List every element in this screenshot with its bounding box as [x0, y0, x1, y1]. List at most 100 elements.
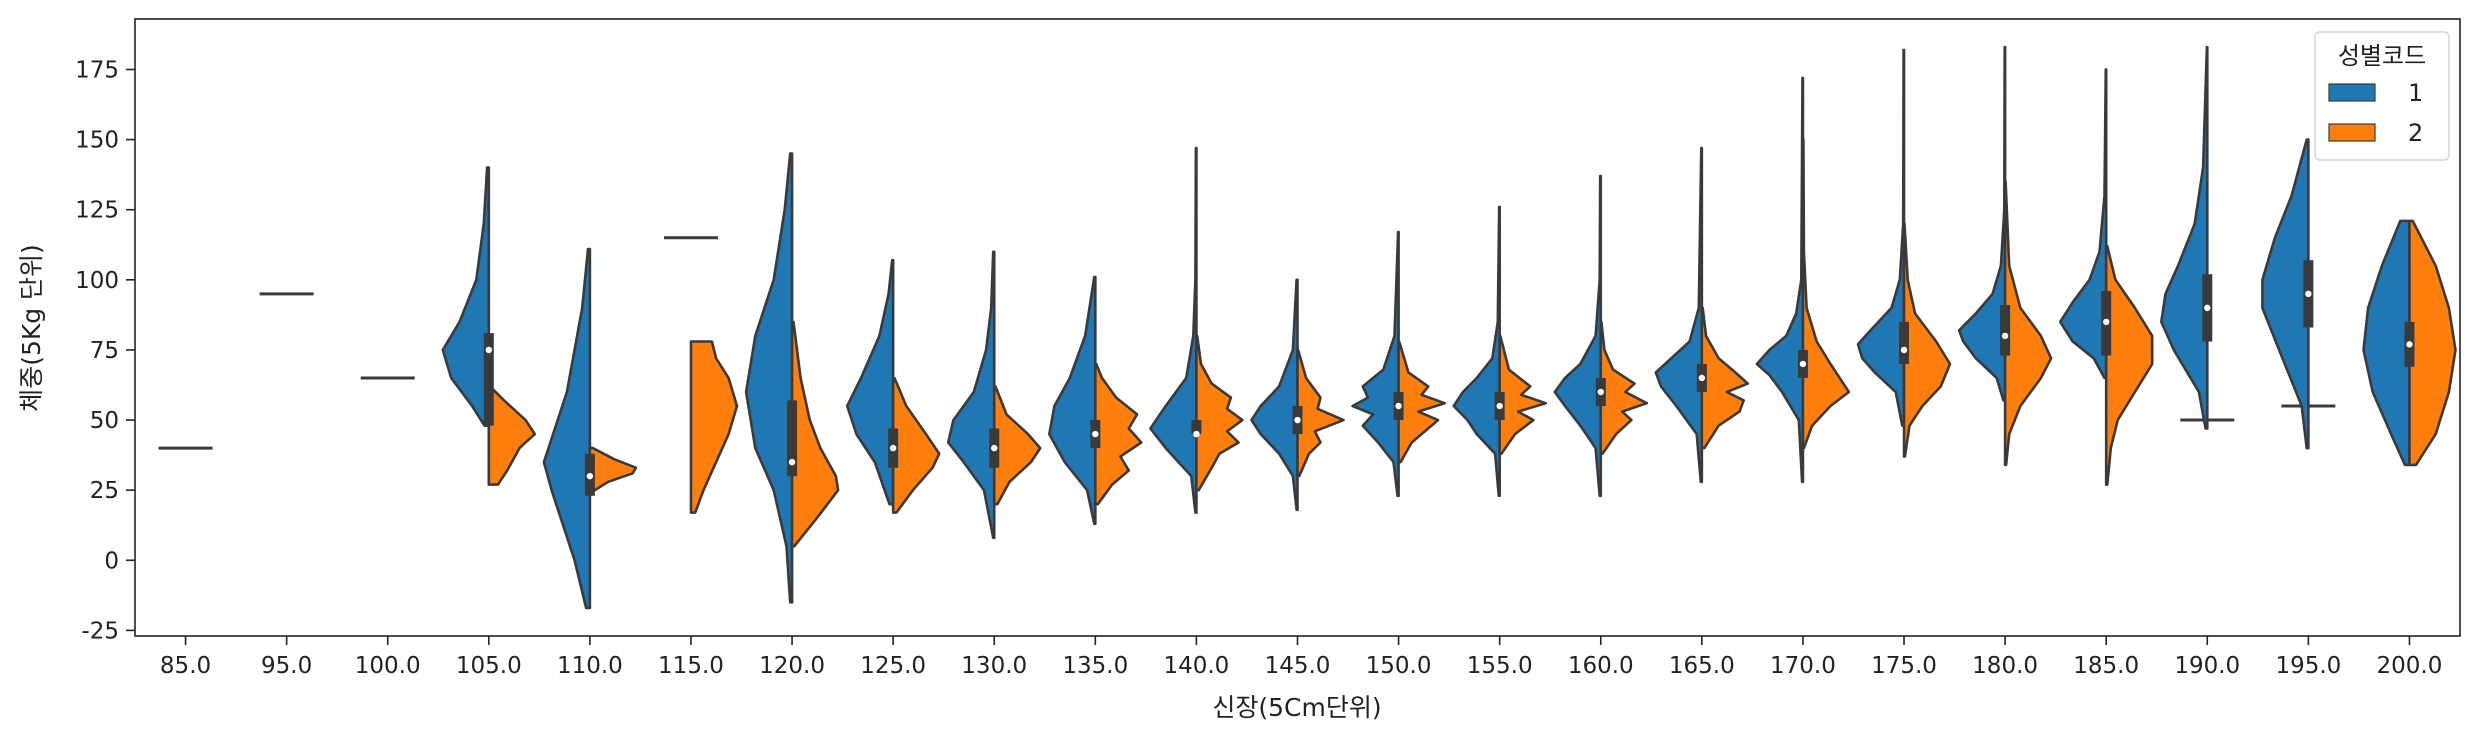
- box-iqr: [2000, 305, 2011, 356]
- median-point: [2406, 341, 2413, 348]
- x-tick-label: 120.0: [759, 653, 825, 679]
- violin-half-series-2: [588, 446, 638, 492]
- x-tick-label: 160.0: [1568, 653, 1634, 679]
- median-point: [2001, 332, 2009, 340]
- x-tick-label: 105.0: [456, 653, 522, 679]
- violin-125.0: [845, 258, 941, 514]
- x-tick-label: 150.0: [1366, 653, 1432, 679]
- violin-half-series-2: [1195, 334, 1244, 492]
- x-tick-label: 180.0: [1972, 653, 2038, 679]
- x-axis-title: 신장(5Cm단위): [1212, 693, 1381, 722]
- median-point: [788, 458, 796, 466]
- box-iqr: [787, 400, 798, 477]
- median-point: [1496, 402, 1503, 410]
- median-point: [1395, 402, 1402, 410]
- violin-160.0: [1553, 174, 1649, 498]
- violin-half-series-2: [1801, 138, 1851, 450]
- violin-175.0: [1856, 48, 1952, 458]
- x-tick-label: 100.0: [355, 653, 421, 679]
- legend-label-2: 2: [2408, 119, 2423, 147]
- violin-half-series-1: [2160, 45, 2209, 430]
- violin-half-series-1: [441, 166, 491, 427]
- x-tick-label: 190.0: [2174, 653, 2240, 679]
- y-tick-label: 100: [75, 268, 119, 294]
- x-tick-label: 110.0: [557, 653, 623, 679]
- violin-half-series-1: [1957, 45, 2007, 402]
- x-tick-label: 130.0: [961, 653, 1027, 679]
- y-tick-label: 150: [75, 128, 119, 154]
- median-point: [1092, 430, 1099, 438]
- y-axis: -25 0 25 50 75 100 125 150 175: [75, 57, 135, 644]
- violin-half-series-1: [542, 247, 592, 610]
- violin-180.0: [1957, 45, 2053, 467]
- violin-145.0: [1250, 278, 1345, 512]
- legend-label-1: 1: [2408, 79, 2423, 107]
- violin-half-series-2: [689, 340, 739, 514]
- violin-half-series-1: [845, 258, 895, 506]
- median-point: [889, 444, 897, 452]
- violin-half-series-2: [1700, 306, 1750, 450]
- violin-half-series-2: [2003, 180, 2053, 467]
- median-point: [2305, 290, 2312, 298]
- x-tick-label: 175.0: [1871, 653, 1937, 679]
- median-point: [1597, 388, 1604, 396]
- median-point: [1799, 360, 1807, 368]
- y-tick-label: 50: [90, 408, 119, 434]
- violin-half-series-2: [992, 385, 1042, 506]
- box-iqr: [1191, 420, 1202, 435]
- median-point: [1294, 416, 1301, 424]
- violin-170.0: [1755, 76, 1851, 484]
- median-point: [586, 472, 594, 480]
- violin-half-series-1: [744, 152, 794, 604]
- x-tick-label: 145.0: [1265, 653, 1331, 679]
- x-tick-label: 200.0: [2377, 653, 2443, 679]
- violin-200.0: [2362, 219, 2457, 467]
- violin-130.0: [946, 250, 1042, 540]
- x-tick-label: 125.0: [860, 653, 926, 679]
- violin-135.0: [1048, 275, 1143, 526]
- box-iqr: [483, 333, 494, 426]
- violin-half-series-1: [1048, 275, 1097, 526]
- y-tick-label: 75: [90, 338, 119, 364]
- violin-half-series-2: [1902, 222, 1952, 458]
- median-point: [1900, 346, 1908, 354]
- violin-half-series-2: [1599, 320, 1649, 455]
- x-tick-label: 185.0: [2073, 653, 2139, 679]
- violin-half-series-2: [1397, 340, 1446, 464]
- violin-half-series-1: [1149, 146, 1198, 514]
- x-tick-label: 195.0: [2275, 653, 2341, 679]
- median-point: [1698, 374, 1706, 382]
- legend: 성별코드 1 2: [2314, 31, 2450, 161]
- violin-half-series-1: [2261, 138, 2310, 450]
- violin-115.0: [663, 236, 739, 514]
- legend-swatch-2: [2328, 123, 2376, 142]
- y-tick-label: -25: [81, 618, 119, 644]
- violin-half-series-1: [2362, 219, 2411, 467]
- x-tick-label: 95.0: [261, 653, 312, 679]
- violin-165.0: [1654, 146, 1750, 484]
- violin-half-series-2: [2408, 219, 2457, 467]
- violin-half-series-1: [1654, 146, 1704, 484]
- x-tick-label: 140.0: [1163, 653, 1229, 679]
- violin-half-series-1: [1250, 278, 1299, 512]
- violin-half-series-2: [1094, 362, 1143, 506]
- y-tick-label: 0: [104, 548, 119, 574]
- violin-half-series-1: [1351, 230, 1400, 498]
- violin-120.0: [744, 152, 840, 604]
- x-tick-label: 85.0: [160, 653, 211, 679]
- median-point: [2204, 304, 2211, 312]
- violin-half-series-1: [1856, 48, 1906, 427]
- violin-half-series-1: [1755, 76, 1805, 484]
- violin-layer: [158, 45, 2457, 610]
- violin-half-series-1: [1553, 174, 1603, 498]
- x-tick-label: 135.0: [1062, 653, 1128, 679]
- violin-half-series-1: [946, 250, 996, 540]
- legend-swatch-1: [2328, 83, 2376, 102]
- violin-half-series-2: [1296, 348, 1345, 478]
- violin-185.0: [2058, 68, 2154, 486]
- violin-half-series-2: [2104, 244, 2154, 486]
- x-tick-label: 165.0: [1669, 653, 1735, 679]
- violin-half-series-1: [1452, 205, 1501, 498]
